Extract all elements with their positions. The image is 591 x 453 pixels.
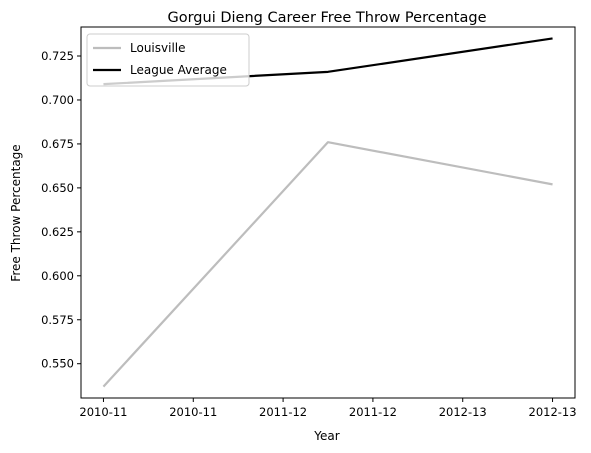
- series-line-louisville: [102, 141, 553, 388]
- y-tick-label: 0.650: [41, 181, 74, 195]
- x-axis-label: Year: [313, 429, 339, 443]
- y-axis-ticks: 0.550 0.575 0.600 0.625 0.650 0.675 0.700 0.725: [41, 49, 81, 371]
- legend-label-league-average: League Average: [130, 63, 227, 77]
- x-tick-label: 2010-11: [169, 405, 217, 419]
- legend: Louisville League Average: [86, 33, 250, 87]
- y-tick-label: 0.700: [41, 93, 74, 107]
- x-tick-label: 2012-13: [439, 405, 487, 419]
- plot-frame: [80, 26, 576, 399]
- y-tick-label: 0.575: [41, 313, 74, 327]
- x-tick-label: 2010-11: [79, 405, 127, 419]
- chart-title: Gorgui Dieng Career Free Throw Percentag…: [167, 10, 486, 26]
- y-axis-label: Free Throw Percentage: [9, 144, 23, 281]
- x-axis-ticks: 2010-11 2010-11 2011-12 2011-12 2012-13 2012-…: [79, 398, 577, 419]
- y-tick-label: 0.600: [41, 269, 74, 283]
- x-tick-label: 2012-13: [529, 405, 577, 419]
- x-tick-label: 2011-12: [349, 405, 397, 419]
- legend-box: [86, 33, 250, 87]
- legend-label-louisville: Louisville: [130, 41, 186, 55]
- y-tick-label: 0.550: [41, 357, 74, 371]
- y-tick-label: 0.725: [41, 49, 74, 63]
- plot-area: [102, 37, 553, 388]
- x-tick-label: 2011-12: [259, 405, 307, 419]
- y-tick-label: 0.625: [41, 225, 74, 239]
- y-tick-label: 0.675: [41, 137, 74, 151]
